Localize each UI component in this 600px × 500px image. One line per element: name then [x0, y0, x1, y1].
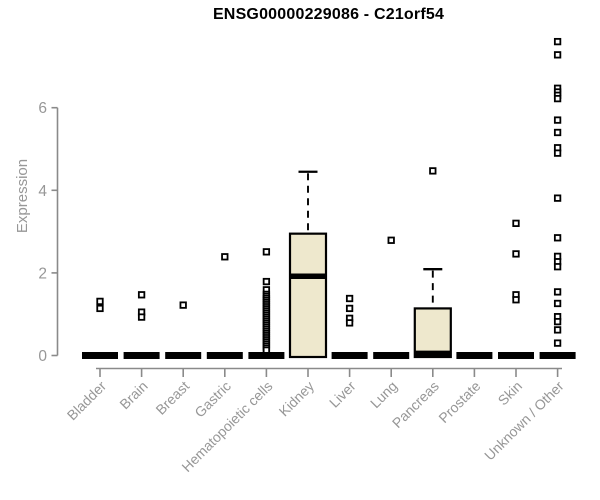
- chart-title: ENSG00000229086 - C21orf54: [212, 6, 445, 23]
- x-tick-label: Skin: [495, 378, 526, 409]
- outlier-point: [553, 149, 562, 157]
- outlier-point: [553, 234, 562, 242]
- outlier-point: [179, 301, 187, 309]
- outlier-point: [262, 277, 271, 286]
- collapsed-box: [248, 352, 285, 359]
- outlier-point: [137, 291, 146, 299]
- outlier-point: [96, 304, 104, 313]
- collapsed-box: [373, 352, 410, 359]
- outlier-point: [553, 116, 562, 124]
- outlier-point: [553, 94, 562, 103]
- collapsed-box: [165, 352, 202, 359]
- outlier-point: [553, 37, 562, 46]
- y-axis-title: Expression: [14, 159, 31, 233]
- y-tick-label: 2: [38, 265, 47, 282]
- x-tick-label: Liver: [326, 378, 359, 411]
- x-tick-label: Brain: [116, 378, 150, 412]
- collapsed-box: [498, 352, 534, 359]
- outlier-point: [96, 297, 104, 306]
- y-tick-label: 0: [38, 348, 47, 365]
- collapsed-box: [456, 352, 493, 359]
- x-tick-label: Unknown / Other: [481, 378, 567, 464]
- collapsed-box: [331, 352, 368, 359]
- outlier-point: [553, 263, 562, 271]
- x-tick-label: Bladder: [64, 378, 110, 424]
- outlier-point: [553, 194, 562, 202]
- x-tick-label: Prostate: [435, 378, 483, 426]
- outlier-point: [553, 288, 562, 296]
- y-tick-label: 4: [38, 183, 47, 200]
- collapsed-box: [206, 352, 243, 359]
- outlier-point: [137, 313, 146, 321]
- outlier-point: [262, 346, 271, 354]
- outlier-point: [387, 236, 395, 244]
- outlier-point: [221, 253, 229, 261]
- outlier-point: [345, 294, 354, 303]
- outlier-point: [553, 317, 562, 326]
- x-tick-label: Kidney: [276, 378, 318, 420]
- outlier-point: [553, 51, 562, 59]
- x-tick-label: Lung: [367, 378, 400, 411]
- outlier-point: [429, 167, 437, 175]
- outlier-point: [512, 219, 520, 227]
- outlier-point: [262, 248, 271, 256]
- outlier-point: [553, 339, 562, 347]
- outlier-point: [553, 326, 562, 334]
- collapsed-box: [82, 352, 118, 359]
- collapsed-box: [539, 352, 576, 359]
- outlier-point: [512, 250, 520, 258]
- outlier-point: [553, 128, 562, 137]
- outlier-point: [512, 296, 520, 304]
- collapsed-box: [123, 352, 160, 359]
- box: [288, 232, 328, 359]
- outlier-point: [345, 319, 354, 327]
- outlier-point: [345, 304, 354, 313]
- x-tick-label: Breast: [152, 378, 192, 418]
- y-tick-label: 6: [38, 100, 47, 117]
- outlier-point: [553, 299, 562, 308]
- box: [413, 307, 452, 359]
